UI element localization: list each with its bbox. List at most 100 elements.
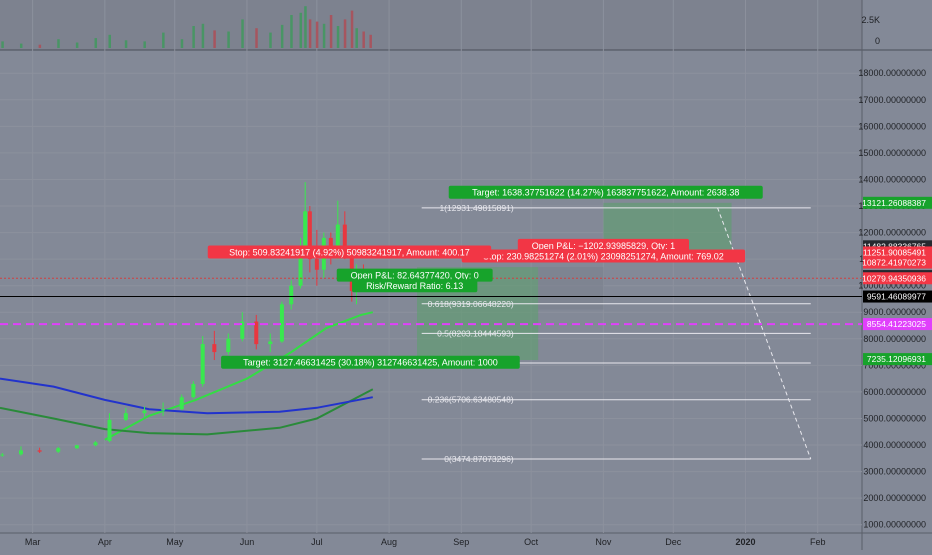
price-tag-background <box>863 256 932 269</box>
x-tick-label: Aug <box>381 537 397 547</box>
position-label: Open P&L: −1202.93985829, Qty: 1 <box>532 241 675 251</box>
volume-bar <box>304 6 307 48</box>
volume-bar <box>362 31 365 48</box>
candle-body <box>314 259 319 270</box>
y-tick-label: 4000.00000000 <box>863 440 926 450</box>
price-tag-labels: 13121.26088387 11482.8833676511251.900854… <box>862 196 932 366</box>
price-tag-label: 10279.94350936 <box>862 273 926 283</box>
position-labels: Target: 1638.37751622 (14.27%) 163837751… <box>207 185 763 369</box>
volume-bar <box>290 15 293 48</box>
position-label: Stop: 230.98251274 (2.01%) 23098251274, … <box>483 251 724 261</box>
price-tag-background <box>863 290 932 303</box>
volume-bar <box>201 23 205 48</box>
position-label-background <box>221 355 520 369</box>
fib-level-label: 0.236(5706.63480548) <box>428 395 514 405</box>
x-tick-label: Oct <box>524 537 539 547</box>
fib-level-label: 0(3474.87073296) <box>444 454 514 464</box>
volume-bar <box>57 39 60 48</box>
candle-body <box>240 321 245 339</box>
candle-body <box>303 211 308 246</box>
volume-bar <box>255 28 258 48</box>
x-tick-label: Dec <box>665 537 682 547</box>
candle-body <box>279 304 284 342</box>
price-tag-label: 7235.12096931 <box>867 354 926 364</box>
position-label: Open P&L: 82.64377420, Qty: 0 <box>351 271 479 281</box>
x-tick-label: Feb <box>810 537 826 547</box>
volume-bar <box>180 39 184 48</box>
price-tag-label: 10872.41970273 <box>862 258 926 268</box>
price-tag-label: 11251.90085491 <box>863 247 926 257</box>
y-tick-label: 7000.00000000 <box>863 360 926 370</box>
fib-level-label: 0.5(8203.18444593) <box>437 328 514 338</box>
x-tick-label: Apr <box>98 537 112 547</box>
position-label-background <box>448 185 763 199</box>
candle-body <box>37 450 42 452</box>
price-axis-labels: 18000.00000000 17000.00000000 16000.000000… <box>858 68 926 529</box>
volume-bar <box>108 34 111 48</box>
candle-body <box>18 450 23 455</box>
position-label-background <box>336 268 493 282</box>
moving-average-line <box>0 388 374 436</box>
position-label-background <box>517 238 689 252</box>
moving-average-line <box>0 377 373 415</box>
candle-body <box>335 224 340 252</box>
y-tick-label: 9000.00000000 <box>863 307 926 317</box>
volume-axis-labels: 2.5K 0 <box>861 15 880 46</box>
volume-bar <box>329 15 333 48</box>
volume-bar <box>369 34 372 48</box>
candle-body <box>212 344 217 353</box>
candle-body <box>142 410 147 414</box>
y-tick-label: 5000.00000000 <box>863 413 926 423</box>
position-zone <box>538 267 604 310</box>
x-tick-label: Jun <box>240 537 255 547</box>
position-label-background <box>207 245 492 259</box>
candle-body <box>200 344 205 384</box>
y-tick-label: 14000.00000000 <box>858 174 926 184</box>
position-label: Stop: 509.83241917 (4.92%) 50983241917, … <box>229 247 470 257</box>
candle-body <box>107 419 112 442</box>
candle-body <box>298 245 303 286</box>
x-tick-label: Nov <box>595 537 612 547</box>
fib-level-label: 0.618(9319.06648220) <box>428 299 514 309</box>
volume-bar <box>75 42 79 48</box>
price-tag-background <box>863 318 932 331</box>
y-tick-label: 17000.00000000 <box>858 95 926 105</box>
volume-bar <box>280 24 284 48</box>
position-label: Target: 3127.46631425 (30.18%) 312746631… <box>243 358 498 368</box>
position-label: Risk/Reward Ratio: 6.13 <box>366 281 463 291</box>
position-label-background <box>461 249 746 263</box>
volume-bar <box>1 41 4 48</box>
price-tag-label: 13121.26088387 <box>862 198 926 208</box>
volume-bar <box>336 26 340 48</box>
volume-bar <box>343 19 347 48</box>
volume-bar <box>162 32 165 48</box>
candle-body <box>93 442 98 446</box>
candle-body <box>226 338 231 353</box>
candle-body <box>254 321 259 345</box>
position-label: Target: 1638.37751622 (14.27%) 163837751… <box>472 188 739 198</box>
price-tag-label: 8554.41223025 <box>867 319 926 329</box>
candle-body <box>161 409 166 411</box>
horizontal-grid <box>0 72 862 526</box>
volume-bar <box>269 32 272 48</box>
candle-body <box>289 285 294 305</box>
volume-bar <box>227 31 230 48</box>
x-tick-label: Jul <box>311 537 323 547</box>
position-label-background <box>352 279 478 293</box>
candle-body <box>191 383 196 398</box>
y-tick-label: 12000.00000000 <box>858 228 926 238</box>
candle-body <box>328 237 333 252</box>
price-tag-background <box>863 272 932 285</box>
candle-body <box>268 341 273 345</box>
volume-bar <box>241 19 244 48</box>
y-tick-label: 6000.00000000 <box>863 387 926 397</box>
volume-bar <box>213 30 216 48</box>
candle-body <box>123 413 128 420</box>
volume-bar <box>355 28 358 48</box>
x-tick-label: Mar <box>25 537 41 547</box>
price-tag-label: 9591.46089977 <box>867 292 926 302</box>
volume-bar <box>350 10 354 49</box>
candle-body <box>56 448 61 452</box>
candle-body <box>74 445 79 449</box>
